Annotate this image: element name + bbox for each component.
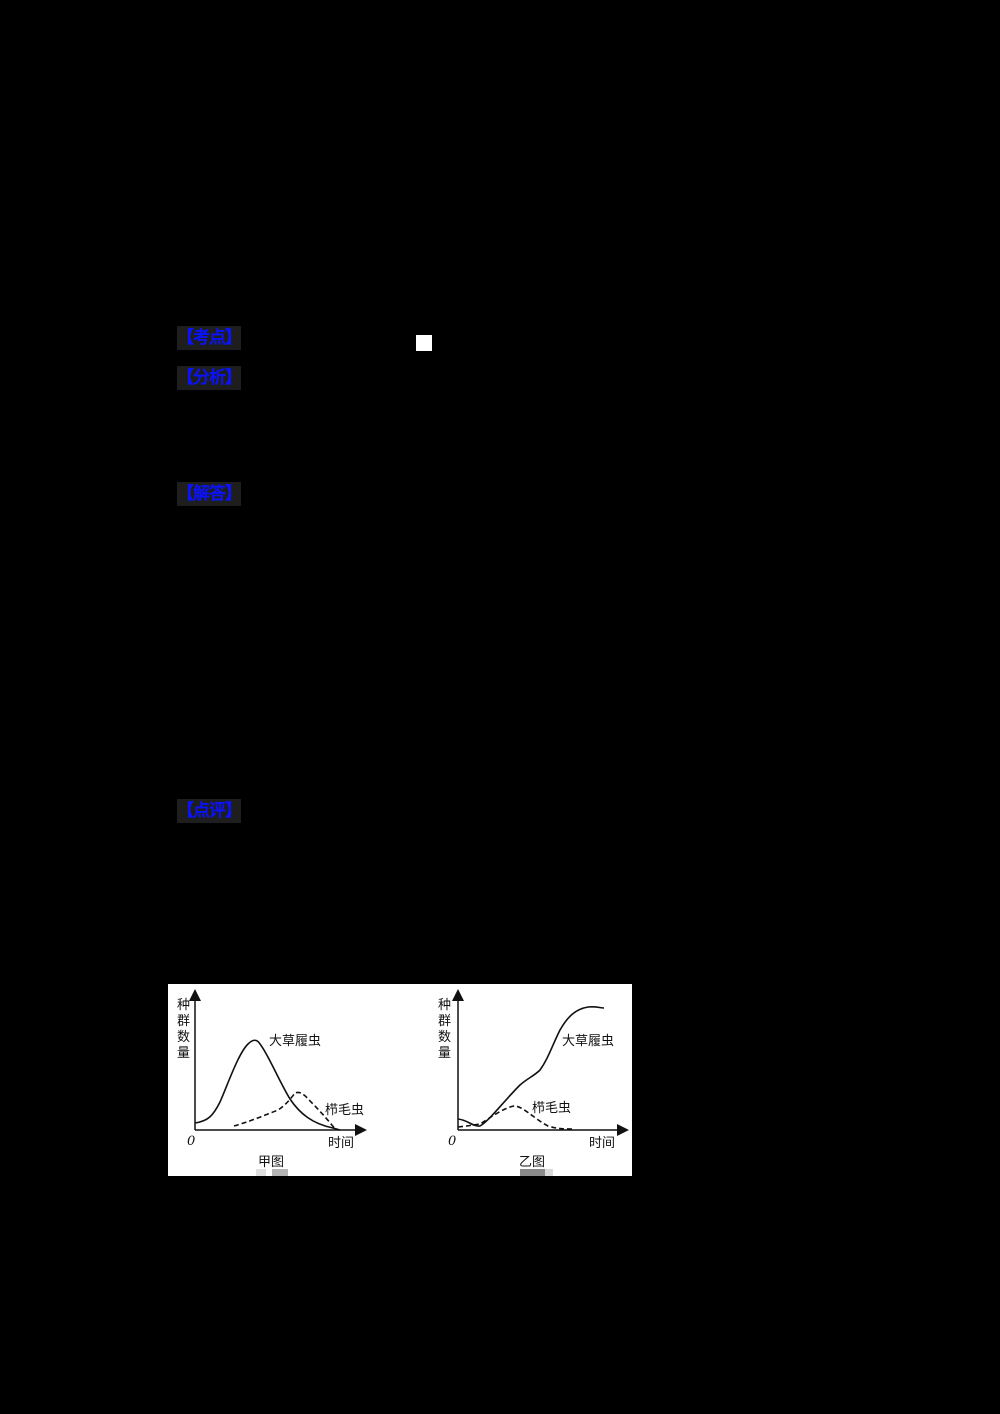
section-tag-fenxi: 【分析】 bbox=[177, 366, 241, 390]
caption-underbar bbox=[272, 1169, 288, 1176]
y-axis-label-char: 群 bbox=[438, 1014, 451, 1029]
y-axis-label-char: 数 bbox=[438, 1030, 451, 1045]
chart-right-yi: 种 群 数 量 大草履虫 栉毛虫 时间 乙图 0 bbox=[438, 989, 629, 1176]
series-label-dashed: 栉毛虫 bbox=[325, 1103, 364, 1118]
series-dashed-zhimaochong bbox=[233, 1091, 337, 1131]
x-axis-label: 时间 bbox=[589, 1136, 615, 1151]
series-label-dashed: 栉毛虫 bbox=[532, 1101, 571, 1116]
y-axis-label-char: 群 bbox=[177, 1014, 190, 1029]
origin-label: 0 bbox=[187, 1134, 195, 1149]
series-dashed-zhimaochong bbox=[457, 1105, 573, 1130]
y-axis-label-char: 量 bbox=[177, 1046, 190, 1061]
section-tag-dianping: 【点评】 bbox=[177, 799, 241, 823]
series-solid-dacaolvchong bbox=[194, 1039, 341, 1131]
white-square-mark bbox=[416, 335, 432, 351]
y-axis-label-char: 种 bbox=[438, 998, 451, 1013]
y-axis-label-char: 数 bbox=[177, 1030, 190, 1045]
caption-underbar bbox=[256, 1169, 266, 1176]
section-tag-kaodian: 【考点】 bbox=[177, 326, 241, 350]
figure-caption: 乙图 bbox=[519, 1155, 545, 1170]
caption-underbar bbox=[520, 1169, 545, 1176]
series-label-solid: 大草履虫 bbox=[269, 1034, 321, 1049]
caption-underbar bbox=[545, 1169, 553, 1176]
population-figure: 种 群 数 量 大草履虫 栉毛虫 时间 甲图 0 种 群 数 量 bbox=[168, 984, 632, 1176]
origin-label: 0 bbox=[448, 1134, 456, 1149]
series-solid-dacaolvchong bbox=[457, 1005, 605, 1127]
x-axis-label: 时间 bbox=[328, 1136, 354, 1151]
chart-left-jia: 种 群 数 量 大草履虫 栉毛虫 时间 甲图 0 bbox=[177, 989, 367, 1176]
y-axis-label-char: 种 bbox=[177, 998, 190, 1013]
series-label-solid: 大草履虫 bbox=[562, 1034, 614, 1049]
y-axis-label-char: 量 bbox=[438, 1046, 451, 1061]
section-tag-jieda: 【解答】 bbox=[177, 482, 241, 506]
figure-caption: 甲图 bbox=[258, 1155, 284, 1170]
